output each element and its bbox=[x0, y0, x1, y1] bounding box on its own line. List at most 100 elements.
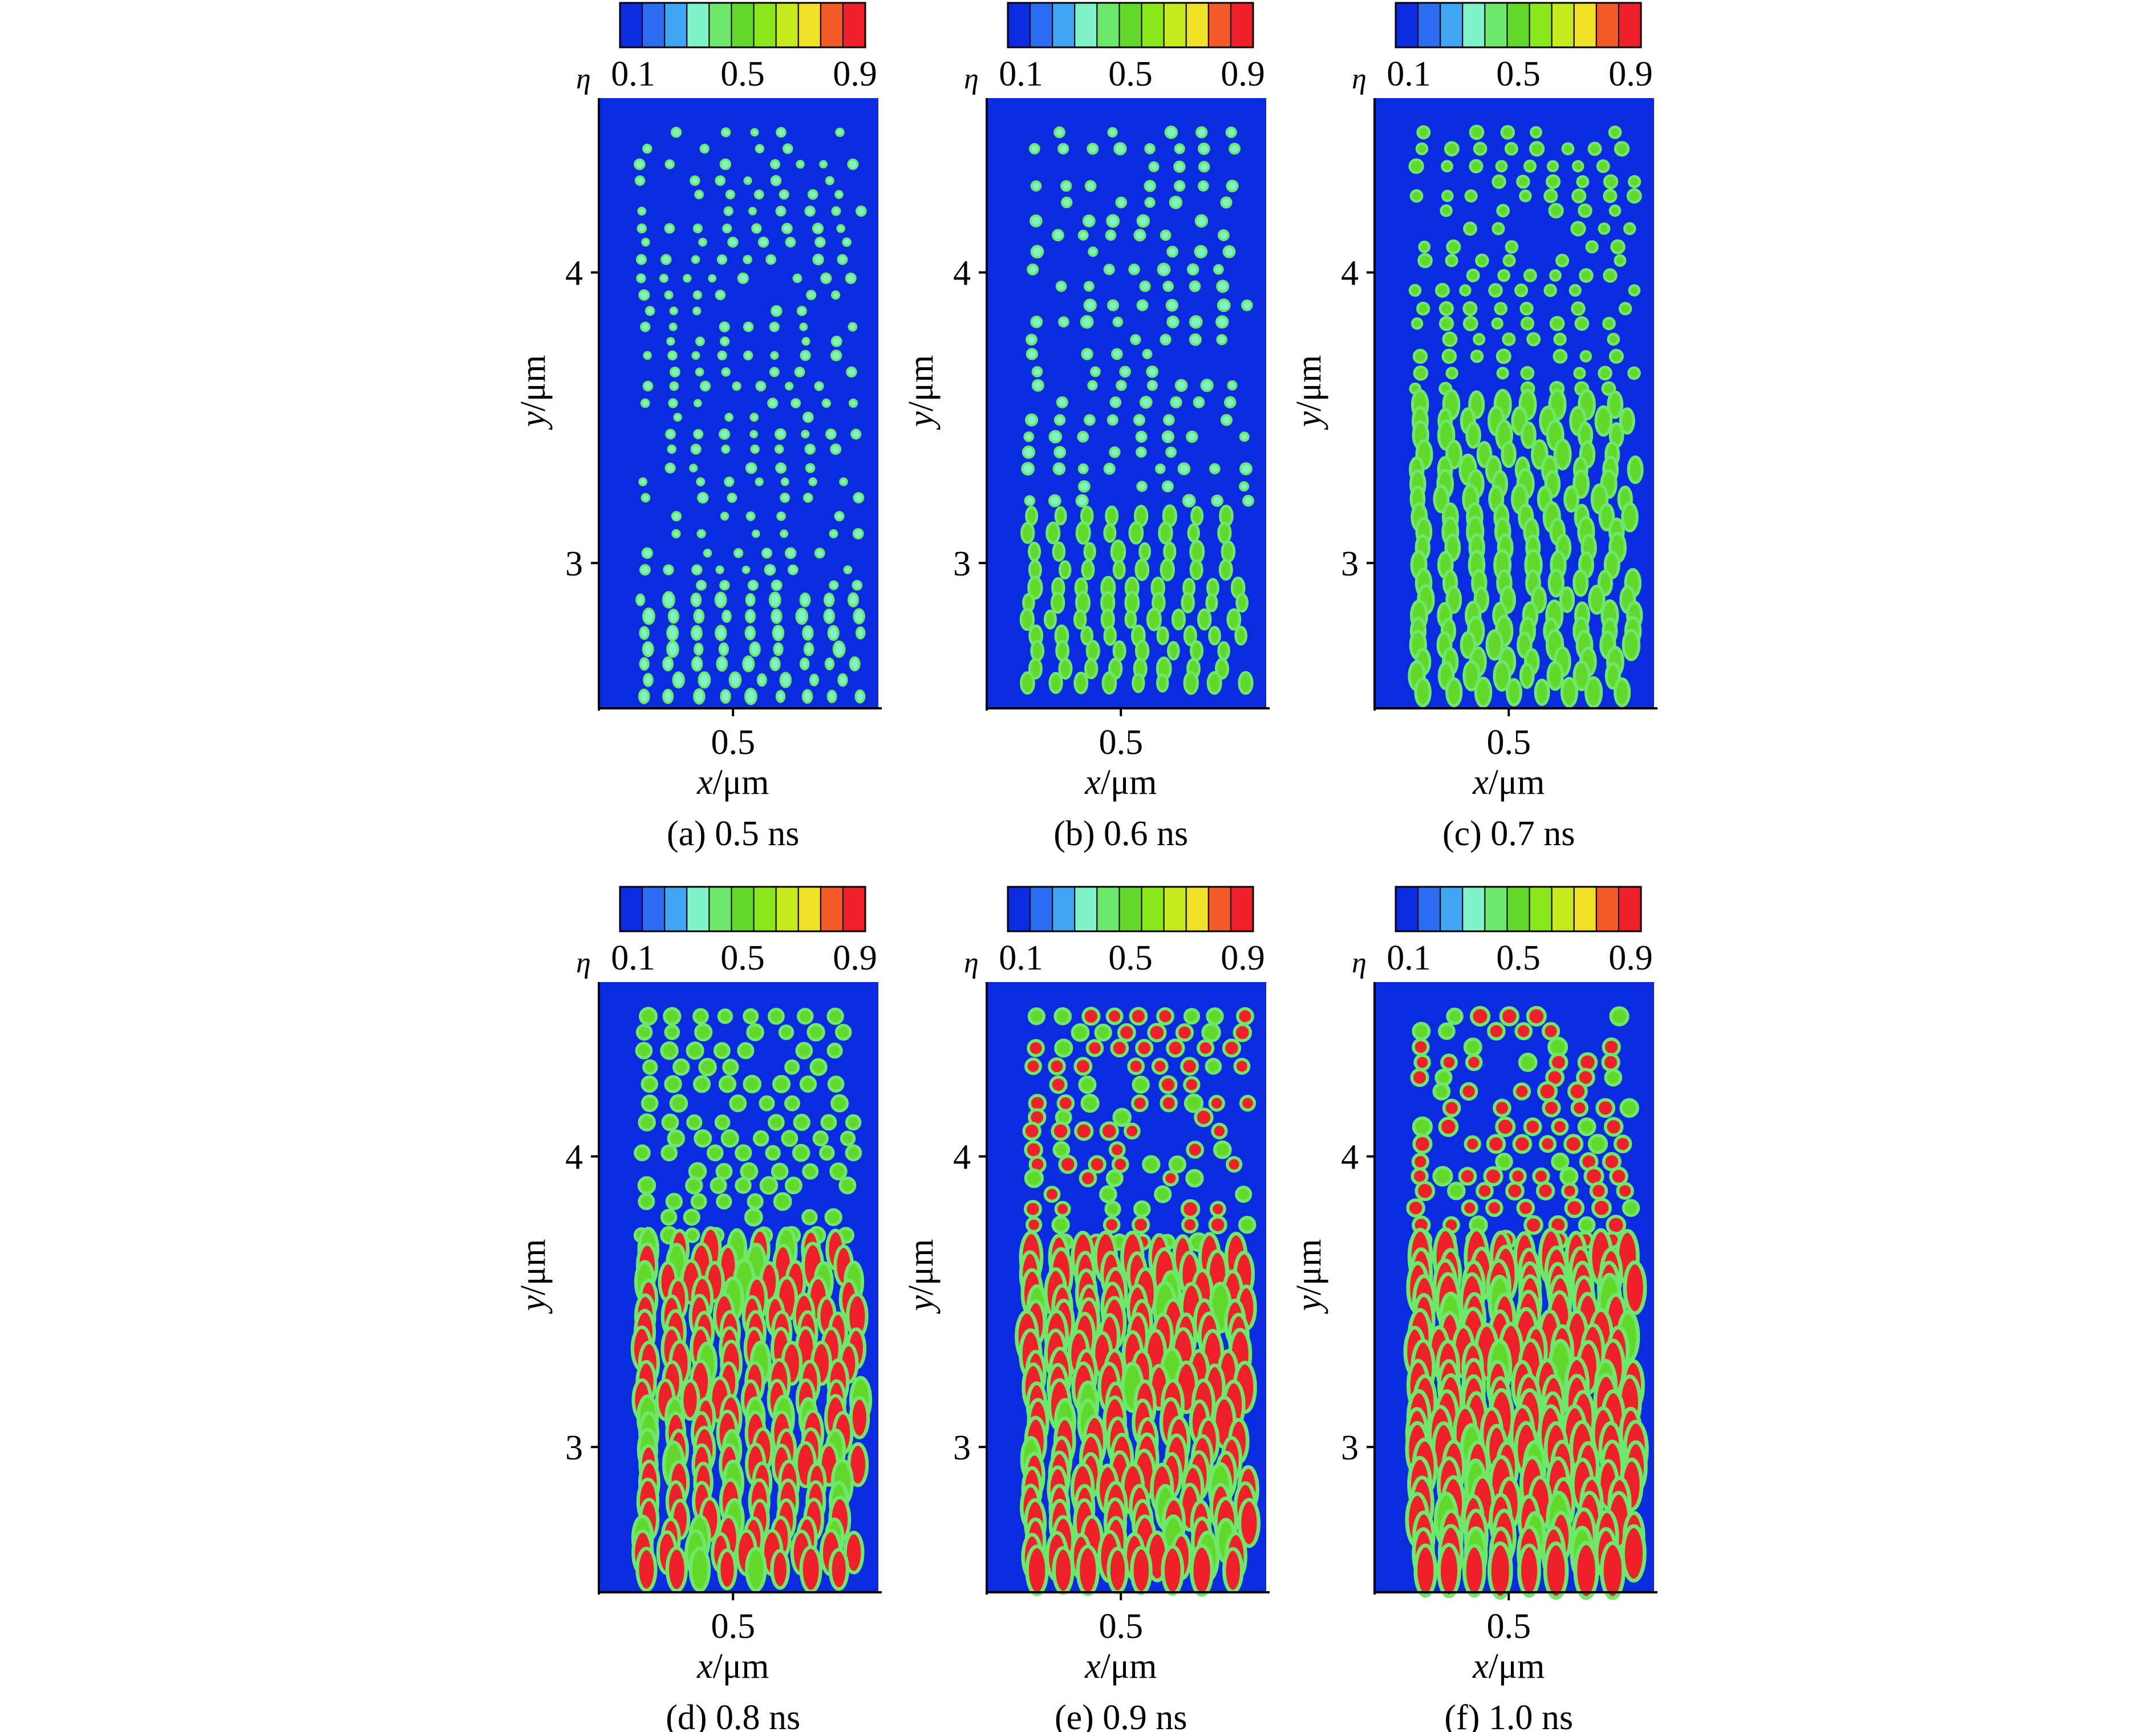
colorbar-segment bbox=[1395, 886, 1419, 932]
grain bbox=[1462, 660, 1481, 692]
grain bbox=[796, 1008, 814, 1025]
grain bbox=[1437, 1543, 1461, 1599]
colorbar-segment bbox=[731, 2, 755, 48]
grain bbox=[639, 626, 650, 640]
grain bbox=[662, 656, 674, 672]
grain bbox=[737, 1042, 755, 1060]
grain bbox=[821, 398, 831, 408]
colorbar-segment bbox=[1185, 2, 1209, 48]
grain bbox=[849, 1396, 870, 1439]
grain bbox=[792, 1143, 810, 1162]
grain bbox=[771, 579, 783, 591]
grain bbox=[1577, 1117, 1596, 1137]
grain bbox=[1024, 1168, 1044, 1189]
colorbar-segment bbox=[686, 886, 710, 932]
grain bbox=[690, 592, 702, 607]
colorbar-segment bbox=[1551, 886, 1575, 932]
grain bbox=[1077, 229, 1089, 241]
grain bbox=[1414, 677, 1432, 708]
colorbar-segment bbox=[842, 886, 866, 932]
grain bbox=[639, 564, 651, 576]
grain bbox=[843, 565, 853, 574]
grain bbox=[1469, 124, 1485, 140]
grain bbox=[1135, 1039, 1154, 1057]
colorbar-segment bbox=[1096, 886, 1120, 932]
colorbar-segment bbox=[797, 2, 821, 48]
colorbar-segment bbox=[619, 2, 643, 48]
grain bbox=[1519, 302, 1534, 316]
grain bbox=[1496, 367, 1509, 380]
grain bbox=[1584, 676, 1603, 708]
grain bbox=[1561, 142, 1575, 156]
grain bbox=[1024, 495, 1036, 506]
grain bbox=[721, 444, 731, 454]
grain bbox=[1239, 462, 1253, 476]
grain bbox=[792, 273, 803, 283]
grain bbox=[1080, 626, 1094, 646]
grain bbox=[1614, 254, 1627, 267]
grain bbox=[1109, 396, 1122, 408]
grain bbox=[1190, 506, 1204, 526]
grain bbox=[663, 564, 674, 575]
grain bbox=[1197, 180, 1209, 192]
grain bbox=[697, 492, 709, 504]
grain bbox=[755, 477, 764, 486]
grain bbox=[1462, 1543, 1486, 1598]
grain bbox=[742, 655, 755, 672]
grain bbox=[720, 689, 731, 704]
grain bbox=[1189, 333, 1202, 346]
grain bbox=[1104, 1200, 1121, 1218]
colorbar-tick-label: 0.5 bbox=[1496, 55, 1541, 94]
grain bbox=[1596, 159, 1610, 173]
grain bbox=[1442, 1098, 1461, 1118]
grain bbox=[684, 1176, 703, 1195]
colorbar-tick-label: 0.9 bbox=[1221, 55, 1265, 94]
grain bbox=[1117, 1023, 1136, 1043]
grain bbox=[1412, 1116, 1433, 1137]
grain bbox=[819, 1145, 835, 1161]
grain bbox=[634, 175, 646, 186]
grain bbox=[1410, 1068, 1429, 1087]
grain bbox=[776, 127, 787, 138]
grain bbox=[696, 529, 706, 539]
colorbar-tick-label: 0.1 bbox=[999, 55, 1043, 94]
grain bbox=[659, 274, 668, 283]
grain bbox=[638, 477, 647, 486]
grain bbox=[729, 1094, 747, 1113]
grain bbox=[1161, 430, 1175, 443]
grain bbox=[1464, 1135, 1481, 1153]
grain bbox=[1133, 1200, 1151, 1218]
grain bbox=[1462, 301, 1478, 317]
grain bbox=[1217, 298, 1231, 313]
grain bbox=[635, 254, 647, 265]
colorbar-variable-label: η bbox=[576, 947, 591, 979]
grain bbox=[1073, 1057, 1093, 1076]
grain bbox=[1602, 317, 1616, 331]
x-tick-label: 0.5 bbox=[1099, 723, 1143, 762]
grain bbox=[1520, 317, 1535, 331]
grain bbox=[854, 689, 866, 704]
grain bbox=[778, 1024, 795, 1040]
grain bbox=[1570, 221, 1586, 237]
grain bbox=[1164, 125, 1178, 139]
grain bbox=[1078, 1075, 1097, 1094]
grain bbox=[1494, 302, 1508, 315]
colorbar-segment bbox=[1185, 886, 1209, 932]
grain bbox=[1209, 463, 1221, 474]
grain bbox=[733, 548, 744, 558]
grain bbox=[1412, 1021, 1431, 1041]
grain bbox=[1112, 640, 1126, 662]
grain bbox=[694, 189, 704, 200]
grain bbox=[1465, 1053, 1483, 1072]
grain bbox=[1551, 1118, 1569, 1136]
grain bbox=[1576, 175, 1590, 189]
grain bbox=[1495, 1116, 1516, 1137]
grain bbox=[732, 381, 741, 391]
colorbar-segment bbox=[1417, 2, 1441, 48]
grain bbox=[1157, 262, 1171, 277]
grain bbox=[1144, 143, 1156, 155]
grain bbox=[1134, 558, 1150, 581]
grain bbox=[1052, 1141, 1071, 1159]
grain bbox=[806, 290, 817, 301]
colorbar-tick-label: 0.9 bbox=[833, 939, 877, 977]
